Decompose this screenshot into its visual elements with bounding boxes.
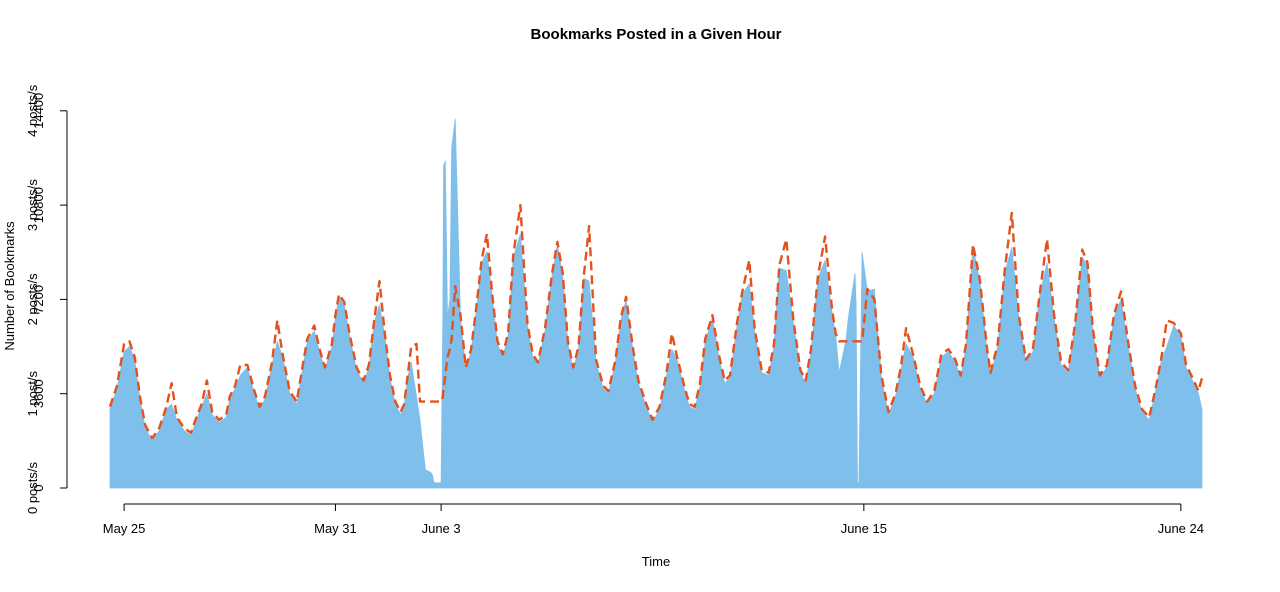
y-tick-label-rate: 3 posts/s (25, 179, 40, 232)
x-tick-label: June 24 (1158, 521, 1204, 536)
x-ticks: May 25 May 31 June 3 June 15 June 24 (103, 504, 1204, 536)
y-tick-label-rate: 0 posts/s (25, 461, 40, 514)
x-tick-label: May 25 (103, 521, 146, 536)
x-axis-title: Time (642, 554, 670, 569)
y-tick-label-count: 14400 (31, 93, 46, 129)
x-tick-label: May 31 (314, 521, 357, 536)
y-tick-label-rate: 2 posts/s (25, 273, 40, 326)
y-tick-label-rate: 4 posts/s (25, 84, 40, 137)
chart-title: Bookmarks Posted in a Given Hour (531, 26, 782, 43)
y-tick-label-rate: 1 post/s (25, 370, 40, 416)
y-tick-label-count: 3600 (31, 379, 46, 408)
y-axis-title: Number of Bookmarks (2, 221, 17, 351)
x-axis: May 25 May 31 June 3 June 15 June 24 (103, 503, 1204, 536)
y-tick-label-count: 10800 (31, 187, 46, 223)
x-tick-label: June 15 (841, 521, 887, 536)
x-tick-label: June 3 (422, 521, 461, 536)
y-tick-label-count: 7200 (31, 285, 46, 314)
plot-area (108, 118, 1204, 489)
y-tick-label-count: 0 (31, 484, 46, 491)
smoothed-dashed-line (108, 203, 1204, 440)
